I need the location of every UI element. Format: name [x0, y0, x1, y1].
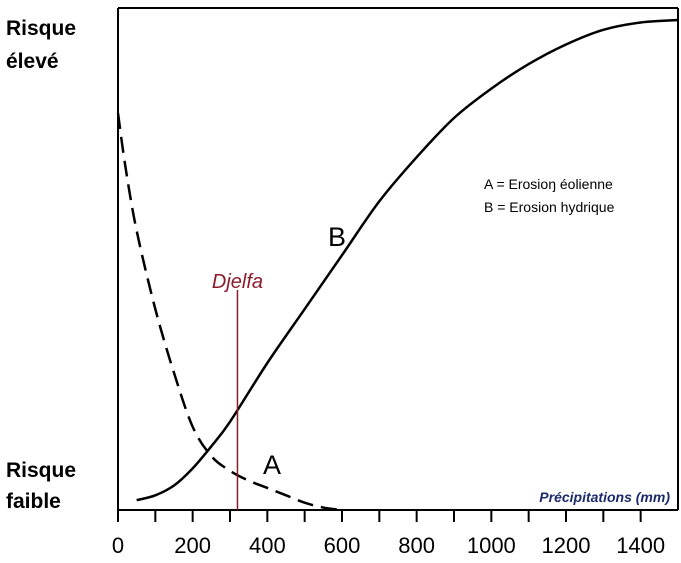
x-tick-label: 800: [398, 533, 435, 558]
legend-entry-a: A = Erosioŋ éolienne: [484, 176, 613, 192]
x-tick-labels: 0 200 400 600 800 1000 1200 1400: [112, 533, 665, 558]
x-axis-title: Précipitations (mm): [539, 489, 670, 505]
x-tick-label: 600: [324, 533, 361, 558]
y-label-high-line1: Risque: [6, 17, 76, 40]
y-label-high-line2: élevé: [6, 50, 59, 73]
djelfa-label: Djelfa: [212, 271, 263, 293]
x-tick-label: 1200: [542, 533, 591, 558]
curve-b-label: B: [328, 222, 346, 252]
curve-a-label: A: [263, 450, 281, 480]
x-ticks: [117, 510, 642, 522]
x-tick-label: 0: [112, 533, 124, 558]
legend-entry-b: B = Erosion hydrique: [484, 199, 615, 215]
x-tick-label: 200: [174, 533, 211, 558]
x-tick-label: 1000: [467, 533, 516, 558]
y-label-low-line1: Risque: [6, 459, 76, 482]
series-a-line: [116, 112, 343, 512]
x-tick-label: 1400: [616, 533, 665, 558]
series-b-line: [136, 18, 679, 502]
y-label-low-line2: faible: [6, 490, 61, 513]
x-tick-label: 400: [249, 533, 286, 558]
